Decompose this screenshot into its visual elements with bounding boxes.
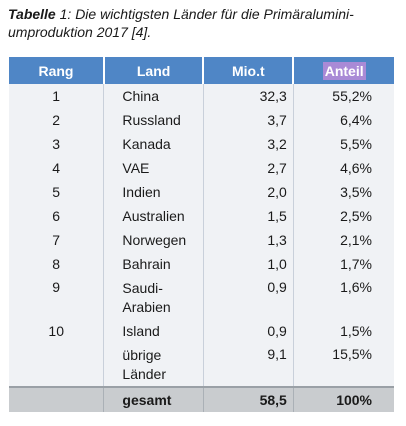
production-table: Rang Land Mio.t Anteil 1 China 32,3 55,2% 2 R… — [9, 57, 394, 412]
header-land: Land — [103, 57, 205, 84]
land-cell: Norwegen — [103, 228, 204, 252]
table-caption: Tabelle 1: Die wichtigsten Länder für di… — [8, 5, 398, 41]
anteil-cell: 55,2% — [293, 84, 394, 108]
rank-cell — [9, 343, 105, 387]
table-row: 5 Indien 2,0 3,5% — [9, 180, 394, 204]
rank-cell: 5 — [9, 180, 105, 204]
mio-cell: 2,7 — [203, 156, 294, 180]
table-row: 10 Island 0,9 1,5% — [9, 319, 394, 343]
table-row: 8 Bahrain 1,0 1,7% — [9, 252, 394, 276]
caption-text: 1: Die wichtigsten Länder für die Primär… — [8, 6, 354, 40]
header-rang: Rang — [9, 57, 105, 84]
mio-cell: 1,5 — [203, 204, 294, 228]
table-row: 1 China 32,3 55,2% — [9, 84, 394, 108]
rank-cell: 4 — [9, 156, 105, 180]
land-cell: Russland — [103, 108, 204, 132]
rank-cell: 9 — [9, 276, 105, 319]
total-anteil-cell: 100% — [293, 386, 394, 412]
mio-cell: 3,2 — [203, 132, 294, 156]
total-mio-cell: 58,5 — [203, 386, 294, 412]
anteil-cell: 1,5% — [293, 319, 394, 343]
table-row: 4 VAE 2,7 4,6% — [9, 156, 394, 180]
land-cell: VAE — [103, 156, 204, 180]
mio-cell: 2,0 — [203, 180, 294, 204]
land-cell: übrige Länder — [103, 343, 204, 387]
anteil-cell: 3,5% — [293, 180, 394, 204]
header-mio: Mio.t — [203, 57, 295, 84]
mio-cell: 1,0 — [203, 252, 294, 276]
rank-cell: 7 — [9, 228, 105, 252]
land-cell: Australien — [103, 204, 204, 228]
mio-cell: 1,3 — [203, 228, 294, 252]
total-label-cell: gesamt — [103, 386, 204, 412]
mio-cell: 3,7 — [203, 108, 294, 132]
mio-cell: 32,3 — [203, 84, 294, 108]
anteil-cell: 2,5% — [293, 204, 394, 228]
rank-cell: 1 — [9, 84, 105, 108]
anteil-cell: 15,5% — [293, 343, 394, 387]
table-row: 2 Russland 3,7 6,4% — [9, 108, 394, 132]
land-cell: Island — [103, 319, 204, 343]
caption-label: Tabelle — [8, 6, 56, 22]
land-cell: Indien — [103, 180, 204, 204]
mio-cell: 9,1 — [203, 343, 294, 387]
mio-cell: 0,9 — [203, 276, 294, 319]
rank-cell: 2 — [9, 108, 105, 132]
land-cell: Saudi- Arabien — [103, 276, 204, 319]
rank-cell: 3 — [9, 132, 105, 156]
total-row: gesamt 58,5 100% — [9, 386, 394, 412]
anteil-cell: 1,6% — [293, 276, 394, 319]
rank-cell: 10 — [9, 319, 105, 343]
table-row: 6 Australien 1,5 2,5% — [9, 204, 394, 228]
header-anteil: Anteil — [293, 57, 394, 84]
table-row: 9 Saudi- Arabien 0,9 1,6% — [9, 276, 394, 319]
land-cell: Kanada — [103, 132, 204, 156]
table-row: 3 Kanada 3,2 5,5% — [9, 132, 394, 156]
table-row: 7 Norwegen 1,3 2,1% — [9, 228, 394, 252]
anteil-cell: 6,4% — [293, 108, 394, 132]
anteil-cell: 5,5% — [293, 132, 394, 156]
anteil-cell: 2,1% — [293, 228, 394, 252]
rank-cell: 6 — [9, 204, 105, 228]
mio-cell: 0,9 — [203, 319, 294, 343]
rank-cell: 8 — [9, 252, 105, 276]
anteil-cell: 1,7% — [293, 252, 394, 276]
header-anteil-label: Anteil — [322, 61, 366, 80]
table-row: übrige Länder 9,1 15,5% — [9, 343, 394, 387]
land-cell: Bahrain — [103, 252, 204, 276]
header-row: Rang Land Mio.t Anteil — [9, 57, 394, 84]
total-rank-cell — [9, 386, 105, 412]
anteil-cell: 4,6% — [293, 156, 394, 180]
land-cell: China — [103, 84, 204, 108]
